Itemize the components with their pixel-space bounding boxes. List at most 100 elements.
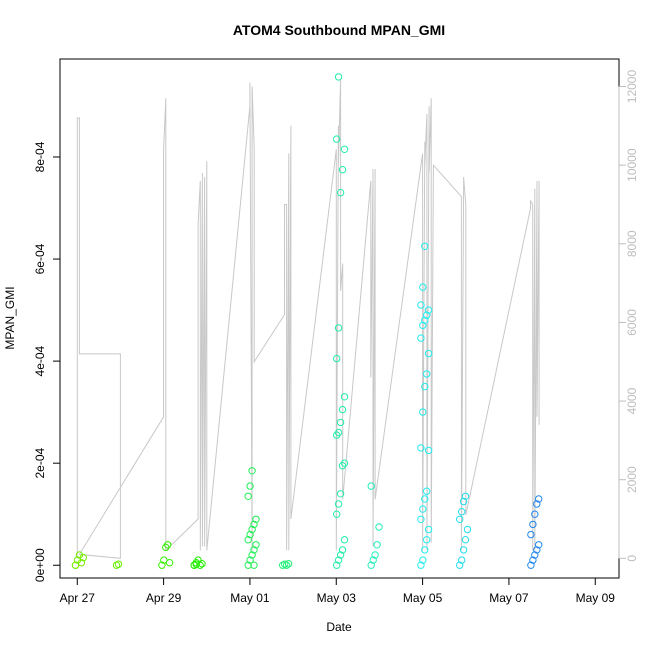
data-point xyxy=(424,525,433,534)
x-tick-label: May 09 xyxy=(576,591,616,605)
data-point xyxy=(334,324,343,332)
y-right-axis: 0 2000 4000 6000 8000 10000 12000 xyxy=(618,70,639,562)
data-point xyxy=(459,497,468,506)
series-8 xyxy=(417,242,433,569)
data-point xyxy=(423,311,431,319)
data-point xyxy=(79,553,88,562)
data-point xyxy=(165,559,174,567)
data-point xyxy=(373,541,381,549)
data-point xyxy=(375,523,383,531)
y-axis-title: MPAN_GMI xyxy=(3,286,17,349)
y-tick-label: 4e-04 xyxy=(33,345,47,376)
chart-title: ATOM4 Southbound MPAN_GMI xyxy=(233,22,445,38)
series-10 xyxy=(527,495,543,569)
series-3 xyxy=(190,556,206,569)
x-axis-title: Date xyxy=(326,620,352,634)
data-point xyxy=(529,556,537,564)
data-point xyxy=(336,189,345,197)
x-tick-label: May 07 xyxy=(489,591,529,605)
data-point xyxy=(338,462,347,470)
data-point xyxy=(456,561,464,569)
data-point xyxy=(340,459,349,467)
data-point xyxy=(461,536,470,544)
data-point xyxy=(529,520,537,529)
data-point xyxy=(424,306,433,314)
y-right-tick-label: 2000 xyxy=(625,466,639,493)
y-right-tick-label: 12000 xyxy=(625,70,639,104)
data-point xyxy=(75,551,84,559)
data-point xyxy=(248,525,256,534)
y-axis: 0e+00 2e-04 4e-04 6e-04 8e-04 xyxy=(33,141,61,582)
data-point xyxy=(459,546,468,554)
data-point xyxy=(535,541,543,549)
x-tick-label: Apr 29 xyxy=(146,591,182,605)
data-point xyxy=(458,508,466,516)
y-right-tick-label: 10000 xyxy=(625,148,639,182)
data-point xyxy=(246,482,254,490)
data-point xyxy=(419,556,427,564)
data-point xyxy=(533,546,541,554)
y-right-tick-label: 6000 xyxy=(625,309,639,336)
data-point xyxy=(246,530,254,539)
data-point xyxy=(419,321,427,330)
altitude-trace-layer xyxy=(76,78,540,559)
data-point xyxy=(336,418,345,427)
data-point xyxy=(248,467,256,475)
data-point xyxy=(244,536,252,544)
y-right-tick-label: 8000 xyxy=(625,230,639,257)
data-point xyxy=(246,556,254,564)
x-axis: Apr 27 Apr 29 May 01 May 03 May 05 May 07 May … xyxy=(60,577,616,605)
data-point xyxy=(284,560,293,568)
data-point xyxy=(531,510,539,518)
data-point xyxy=(250,561,258,569)
series-6 xyxy=(333,73,349,569)
data-point xyxy=(338,546,347,554)
series-0 xyxy=(71,551,88,569)
data-point xyxy=(417,515,425,523)
data-point xyxy=(423,487,431,495)
data-point xyxy=(250,520,258,529)
data-point xyxy=(340,145,349,154)
data-point xyxy=(458,556,466,564)
data-point xyxy=(248,551,256,559)
y-tick-label: 8e-04 xyxy=(33,141,47,172)
data-point xyxy=(252,515,260,523)
data-point xyxy=(333,561,341,569)
data-point xyxy=(114,560,123,568)
data-point xyxy=(423,536,431,544)
x-tick-label: May 03 xyxy=(317,591,357,605)
data-point xyxy=(252,541,260,549)
points-layer xyxy=(71,73,543,569)
data-point xyxy=(421,316,429,324)
series-2 xyxy=(158,541,174,569)
data-point xyxy=(417,334,425,342)
data-point xyxy=(282,561,291,569)
y-tick-label: 2e-04 xyxy=(33,448,47,479)
data-point xyxy=(158,561,166,569)
data-point xyxy=(533,500,541,508)
x-tick-label: Apr 27 xyxy=(60,591,96,605)
x-tick-label: May 05 xyxy=(403,591,443,605)
data-point xyxy=(333,354,341,363)
data-point xyxy=(334,428,343,437)
y-right-tick-label: 0 xyxy=(625,555,639,562)
data-point xyxy=(421,382,429,391)
data-point xyxy=(421,495,429,503)
data-point xyxy=(419,408,427,416)
data-point xyxy=(333,510,341,518)
altitude-trace-line xyxy=(76,78,540,559)
series-1 xyxy=(112,560,123,569)
data-point xyxy=(421,242,429,251)
data-point xyxy=(461,492,470,500)
data-point xyxy=(164,541,172,549)
data-point xyxy=(71,561,80,569)
data-point xyxy=(417,444,425,452)
data-point xyxy=(421,546,429,554)
data-point xyxy=(338,405,347,414)
y-right-tick-label: 4000 xyxy=(625,387,639,414)
data-point xyxy=(369,556,377,564)
data-point xyxy=(367,482,375,490)
data-point xyxy=(535,495,543,503)
